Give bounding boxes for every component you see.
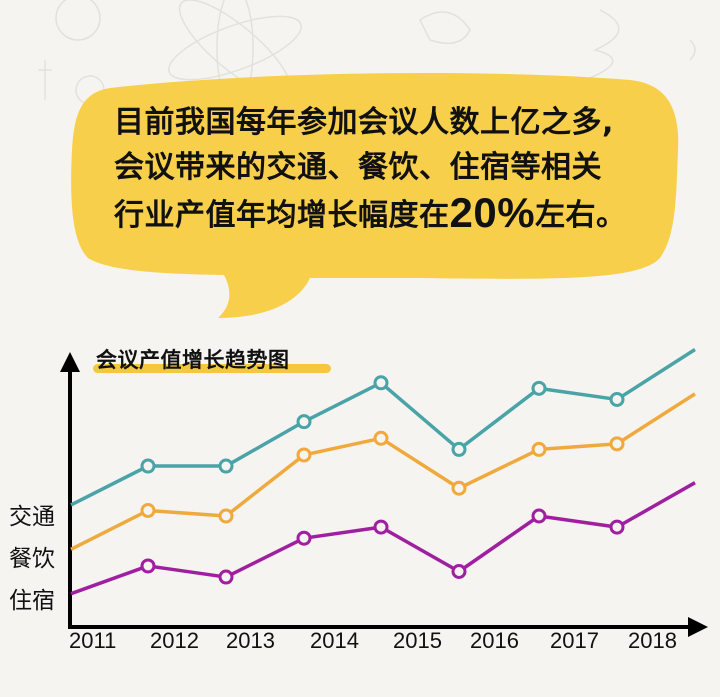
x-axis xyxy=(68,617,708,637)
data-point-marker xyxy=(296,447,312,463)
y-axis-arrow-icon xyxy=(60,352,80,372)
data-point-marker xyxy=(451,564,467,579)
data-point-marker xyxy=(218,569,234,585)
data-point-marker xyxy=(531,441,547,457)
bubble-line-3-suffix: 左右。 xyxy=(535,198,627,233)
x-tick-2018: 2018 xyxy=(628,628,677,653)
data-point-marker xyxy=(140,458,156,474)
speech-bubble-shape xyxy=(71,73,679,318)
data-point-marker xyxy=(218,508,234,524)
data-point-marker xyxy=(296,530,312,546)
bubble-line-2: 会议带来的交通、餐饮、住宿等相关 xyxy=(114,150,602,185)
data-point-marker xyxy=(218,458,234,474)
series-transport xyxy=(70,348,696,507)
bubble-text: 目前我国每年参加会议人数上亿之多, 会议带来的交通、餐饮、住宿等相关 行业产值年… xyxy=(114,100,674,238)
growth-rate-highlight: 20% xyxy=(449,189,536,236)
y-axis xyxy=(60,352,80,627)
speech-bubble xyxy=(71,73,679,318)
x-axis-arrow-icon xyxy=(688,617,708,637)
data-point-marker xyxy=(531,508,547,524)
x-tick-2017: 2017 xyxy=(550,628,599,653)
doodle-atom-icon xyxy=(168,15,302,81)
doodle-squiggle-icon xyxy=(584,9,620,81)
data-point-marker xyxy=(531,380,547,396)
bubble-line-3-prefix: 行业产值年均增长幅度在 xyxy=(114,198,450,233)
data-point-marker xyxy=(451,480,467,496)
chart-title-highlight xyxy=(93,364,331,373)
data-point-marker xyxy=(296,414,312,430)
series-label-accommodation: 住宿 xyxy=(9,588,55,614)
series-line xyxy=(70,481,696,596)
data-point-marker xyxy=(451,441,467,457)
series-label-transport: 交通 xyxy=(9,504,55,530)
data-point-marker xyxy=(373,430,389,446)
series-layer xyxy=(70,348,696,596)
data-point-marker xyxy=(609,391,625,407)
series-label-catering: 餐饮 xyxy=(9,546,55,572)
x-tick-2015: 2015 xyxy=(393,628,442,653)
x-tick-2016: 2016 xyxy=(470,628,519,653)
data-point-marker xyxy=(609,436,625,452)
data-point-marker xyxy=(140,502,156,518)
series-accommodation xyxy=(70,481,696,596)
bubble-line-1: 目前我国每年参加会议人数上亿之多, xyxy=(114,105,614,140)
x-tick-2014: 2014 xyxy=(310,628,359,653)
x-tick-2011: 2011 xyxy=(69,628,117,653)
x-tick-2013: 2013 xyxy=(226,628,275,653)
doodle-bulb-icon xyxy=(55,0,101,41)
doodle-swirl-icon xyxy=(419,11,471,45)
data-point-marker xyxy=(609,519,625,535)
data-point-marker xyxy=(373,375,389,391)
series-catering xyxy=(70,392,696,551)
chart-title: 会议产值增长趋势图 xyxy=(96,348,290,372)
bubble-line-3: 行业产值年均增长幅度在20%左右。 xyxy=(114,190,674,238)
data-point-marker xyxy=(140,558,156,574)
data-point-marker xyxy=(373,519,389,535)
x-tick-2012: 2012 xyxy=(150,628,199,653)
